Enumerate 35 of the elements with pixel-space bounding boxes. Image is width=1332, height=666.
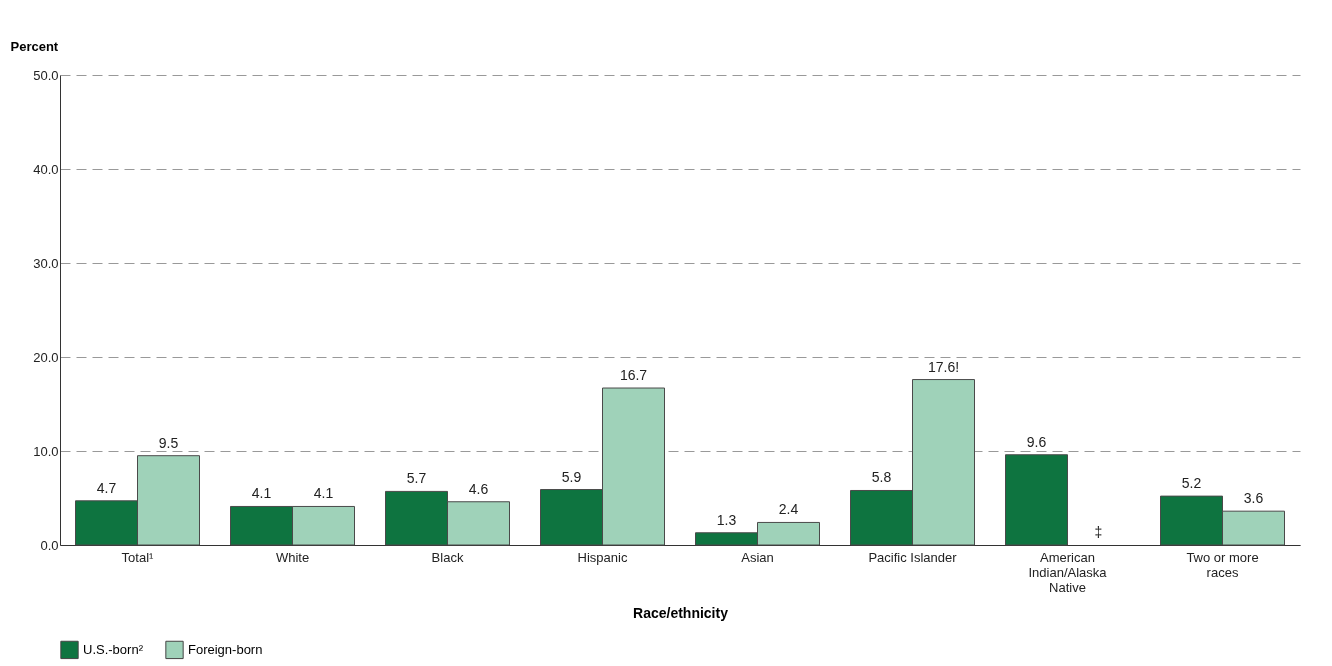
bar xyxy=(1005,454,1068,546)
data-label: 4.1 xyxy=(251,485,272,502)
data-label: 5.9 xyxy=(561,468,582,485)
data-label: 3.6 xyxy=(1243,490,1264,507)
x-tick-label: Hispanic xyxy=(577,549,628,565)
y-tick-label: 10.0 xyxy=(33,443,59,459)
data-label: 2.4 xyxy=(778,501,799,518)
text: ‡ xyxy=(1094,524,1103,540)
legend-label: U.S.-born² xyxy=(83,641,144,657)
data-label: 4.7 xyxy=(96,479,117,496)
legend-label: Foreign-born xyxy=(188,641,263,657)
data-label: 5.8 xyxy=(871,469,892,486)
x-tick-label: White xyxy=(275,549,310,565)
y-tick-label: 20.0 xyxy=(33,349,59,365)
x-tick-label: Black xyxy=(431,549,464,565)
data-label: 5.2 xyxy=(1181,475,1202,492)
data-label: 1.3 xyxy=(716,511,737,528)
y-tick-label: 40.0 xyxy=(33,161,59,177)
x-tick-label: Asian xyxy=(741,549,774,565)
data-label: 4.6 xyxy=(468,480,489,497)
x-tick-label: Pacific Islander xyxy=(868,549,958,565)
y-tick-label: 0.0 xyxy=(40,537,59,553)
data-label: 4.1 xyxy=(313,485,334,502)
y-tick-label: 30.0 xyxy=(33,255,59,271)
y-tick-label: 50.0 xyxy=(33,67,59,83)
data-label: 9.6 xyxy=(1026,433,1047,450)
x-tick-label: Total¹ xyxy=(121,549,155,565)
y-axis-title: Percent xyxy=(10,38,59,54)
data-label: 9.5 xyxy=(158,434,179,451)
x-tick-label: Two or more races xyxy=(1186,549,1259,580)
data-label: 5.7 xyxy=(406,470,427,487)
data-label: 16.7 xyxy=(619,367,648,384)
data-label: 17.6! xyxy=(927,358,960,375)
x-tick-label: American Indian/Alaska Native xyxy=(1028,549,1108,595)
x-axis-title: Race/ethnicity xyxy=(633,604,729,621)
